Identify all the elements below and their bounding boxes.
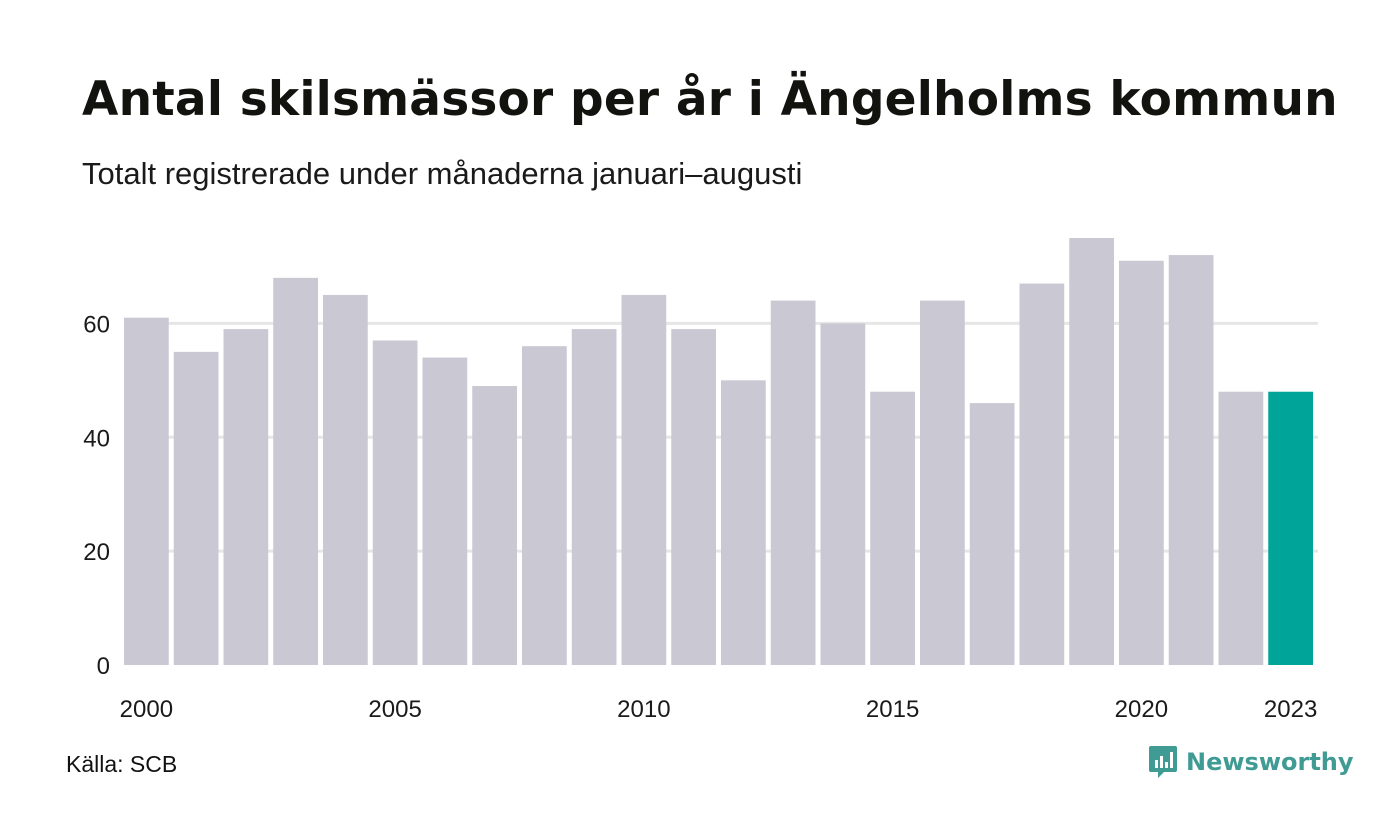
x-tick-label: 2010 [617, 696, 670, 723]
bar-2018 [1019, 283, 1065, 665]
bar-2019 [1069, 238, 1114, 665]
y-tick-label: 60 [83, 311, 110, 338]
bars [124, 238, 1313, 665]
bar-2009 [571, 329, 617, 665]
x-tick-label: 2020 [1115, 696, 1168, 723]
bar-2005 [372, 340, 418, 665]
y-tick-label: 20 [83, 539, 110, 566]
newsworthy-logo-icon [1149, 746, 1177, 778]
bar-2016 [920, 300, 965, 665]
y-tick-label: 40 [83, 425, 110, 452]
bar-2001 [173, 351, 219, 665]
x-tick-label: 2005 [368, 696, 421, 723]
x-axis-labels: 2000 2005 2010 2015 2020 2023 [120, 696, 1318, 723]
bar-2008 [522, 346, 567, 665]
bar-2023 [1268, 391, 1313, 665]
bar-2017 [969, 403, 1015, 665]
bar-2021 [1168, 255, 1214, 665]
bar-2022 [1218, 391, 1264, 665]
source-note: Källa: SCB [66, 751, 178, 777]
bar-2002 [223, 329, 269, 665]
bar-2004 [323, 294, 368, 665]
chart-title: Antal skilsmässor per år i Ängelholms ko… [82, 72, 1338, 127]
bar-2020 [1119, 260, 1164, 665]
brand-name: Newsworthy [1186, 748, 1354, 776]
bar-2007 [472, 386, 517, 665]
y-tick-label: 0 [97, 653, 110, 680]
bar-2014 [820, 323, 866, 665]
bar-2013 [770, 300, 816, 665]
bar-2000 [124, 317, 169, 665]
x-tick-label: 2015 [866, 696, 919, 723]
chart-subtitle: Totalt registrerade under månaderna janu… [82, 156, 803, 191]
x-tick-label: 2023 [1264, 696, 1317, 723]
bar-2015 [870, 391, 915, 665]
bar-2011 [671, 329, 716, 665]
bar-2010 [621, 294, 667, 665]
bar-2012 [721, 380, 766, 665]
y-axis-labels: 0 20 40 60 [83, 311, 110, 680]
newsworthy-logo[interactable]: Newsworthy [1148, 742, 1354, 782]
bar-2003 [273, 277, 318, 665]
bar-2006 [422, 357, 468, 665]
x-tick-label: 2000 [120, 696, 173, 723]
